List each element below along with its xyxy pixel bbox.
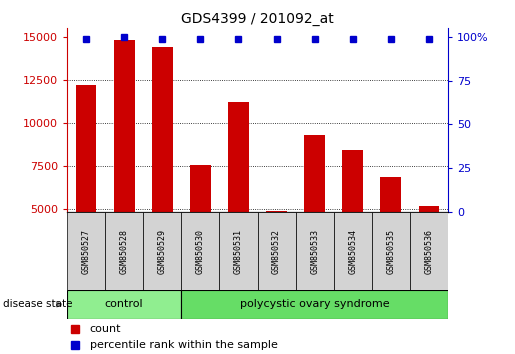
Bar bbox=[105, 212, 143, 290]
Text: GSM850527: GSM850527 bbox=[81, 229, 91, 274]
Text: GSM850529: GSM850529 bbox=[158, 229, 167, 274]
Text: count: count bbox=[90, 324, 122, 334]
Bar bbox=[258, 212, 296, 290]
Bar bbox=[334, 212, 372, 290]
Bar bbox=[342, 150, 363, 295]
Bar bbox=[219, 212, 258, 290]
Bar bbox=[181, 212, 219, 290]
Bar bbox=[181, 290, 448, 319]
Bar bbox=[410, 212, 448, 290]
Text: disease state: disease state bbox=[3, 299, 72, 309]
Bar bbox=[304, 135, 325, 295]
Text: GSM850536: GSM850536 bbox=[424, 229, 434, 274]
Bar bbox=[190, 165, 211, 295]
Text: GSM850528: GSM850528 bbox=[119, 229, 129, 274]
Text: polycystic ovary syndrome: polycystic ovary syndrome bbox=[240, 299, 389, 309]
Text: control: control bbox=[105, 299, 143, 309]
Bar bbox=[228, 102, 249, 295]
Bar bbox=[152, 47, 173, 295]
Text: GSM850533: GSM850533 bbox=[310, 229, 319, 274]
Bar bbox=[67, 212, 105, 290]
Text: GSM850534: GSM850534 bbox=[348, 229, 357, 274]
Bar bbox=[114, 40, 134, 295]
Bar bbox=[419, 206, 439, 295]
Text: percentile rank within the sample: percentile rank within the sample bbox=[90, 340, 278, 350]
Bar bbox=[381, 177, 401, 295]
Text: GSM850532: GSM850532 bbox=[272, 229, 281, 274]
Title: GDS4399 / 201092_at: GDS4399 / 201092_at bbox=[181, 12, 334, 26]
Bar bbox=[296, 212, 334, 290]
Bar bbox=[76, 85, 96, 295]
Bar bbox=[266, 211, 287, 295]
Bar bbox=[143, 212, 181, 290]
Text: GSM850531: GSM850531 bbox=[234, 229, 243, 274]
Text: GSM850530: GSM850530 bbox=[196, 229, 205, 274]
Text: GSM850535: GSM850535 bbox=[386, 229, 396, 274]
Bar bbox=[372, 212, 410, 290]
Bar bbox=[67, 290, 181, 319]
